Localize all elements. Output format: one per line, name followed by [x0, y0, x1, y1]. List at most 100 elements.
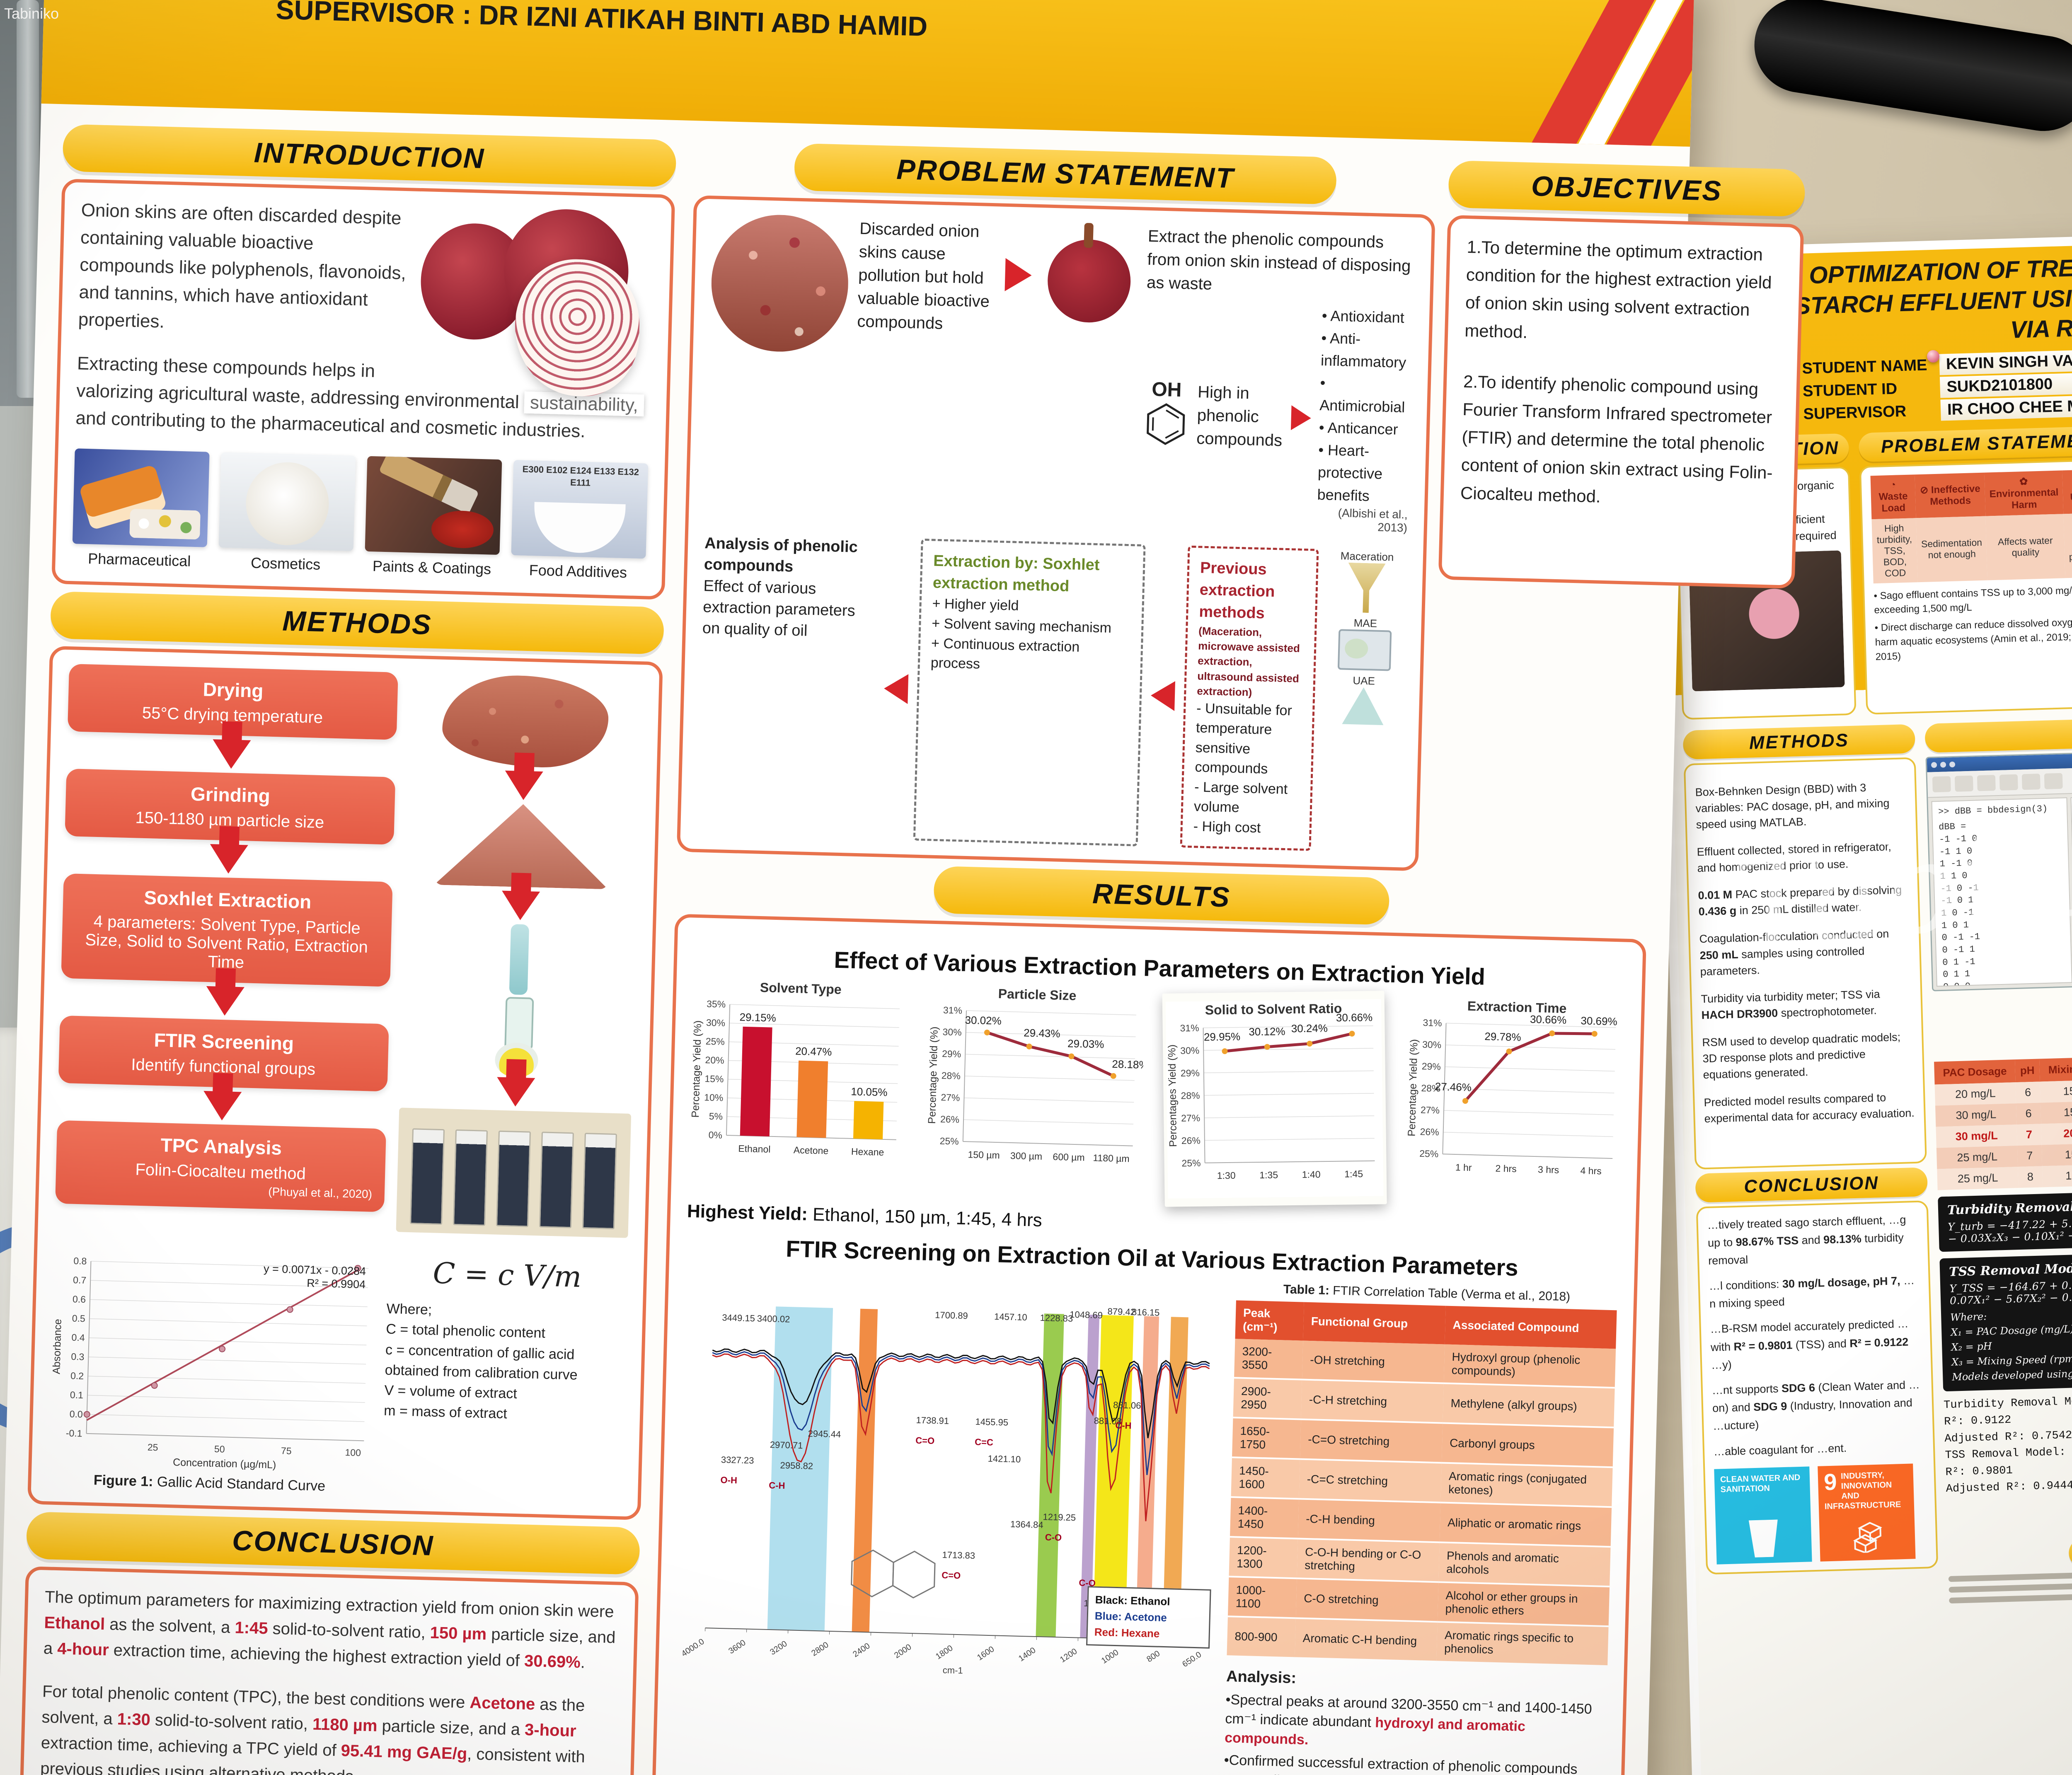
- cuvettes-image: [396, 1108, 632, 1238]
- svg-text:2800: 2800: [810, 1640, 830, 1658]
- svg-text:30.02%: 30.02%: [965, 1013, 1002, 1027]
- svg-text:1400: 1400: [1017, 1645, 1037, 1663]
- svg-text:0.6: 0.6: [73, 1294, 86, 1305]
- svg-text:25%: 25%: [1181, 1157, 1201, 1168]
- svg-text:2970.71: 2970.71: [770, 1439, 803, 1451]
- svg-text:C-H: C-H: [769, 1480, 785, 1491]
- svg-text:1600: 1600: [975, 1644, 996, 1662]
- svg-text:25%: 25%: [939, 1135, 959, 1146]
- svg-text:1:30: 1:30: [1217, 1170, 1236, 1181]
- svg-text:29.15%: 29.15%: [739, 1011, 776, 1024]
- svg-text:0.7: 0.7: [73, 1274, 87, 1286]
- cosmetics-image: [218, 452, 356, 551]
- svg-text:C=O: C=O: [915, 1435, 934, 1446]
- svg-text:30.69%: 30.69%: [1581, 1014, 1617, 1028]
- svg-text:30%: 30%: [706, 1017, 726, 1028]
- section-results: RESULTS: [933, 866, 1390, 925]
- svg-text:4000.0: 4000.0: [680, 1637, 706, 1659]
- student-name: KEVIN SINGH VANNICE: [1939, 343, 2072, 375]
- svg-text:75: 75: [281, 1445, 292, 1456]
- left-arrow: [1150, 680, 1175, 711]
- down-arrow: [206, 986, 244, 1016]
- svg-text:29.95%: 29.95%: [1204, 1030, 1241, 1043]
- paragraph: 0.01 M PAC stock prepared by dissolving …: [1698, 883, 1902, 918]
- svg-text:1 hr: 1 hr: [1455, 1162, 1472, 1173]
- svg-text:31%: 31%: [943, 1004, 963, 1016]
- paints-image: [365, 456, 502, 555]
- paragraph: …B-RSM model accurately predicted … with…: [1710, 1317, 1909, 1371]
- svg-text:Percentage Yield (%): Percentage Yield (%): [1406, 1039, 1420, 1137]
- svg-text:0.4: 0.4: [71, 1332, 85, 1343]
- svg-text:650.0: 650.0: [1181, 1650, 1203, 1669]
- svg-text:Absorbance: Absorbance: [51, 1319, 63, 1374]
- svg-text:Solid to Solvent Ratio: Solid to Solvent Ratio: [1205, 1001, 1342, 1017]
- ftir-spectrum-plot: 3449.15 3400.02 3327.23 O-H 2970.71 2958.82 29…: [675, 1267, 1224, 1689]
- svg-text:881.08: 881.08: [1094, 1415, 1122, 1427]
- list-item: Direct discharge can reduce dissolved ox…: [1874, 614, 2072, 665]
- svg-text:27%: 27%: [1421, 1104, 1440, 1115]
- list-item: Sago effluent contains TSS up to 3,000 m…: [1874, 582, 2072, 618]
- svg-text:-0.1: -0.1: [66, 1428, 82, 1439]
- list-item: Antioxidant: [1322, 305, 1413, 329]
- svg-text:35%: 35%: [707, 998, 726, 1009]
- svg-text:3 hrs: 3 hrs: [1538, 1164, 1559, 1175]
- svg-text:y = 0.0071x - 0.0284: y = 0.0071x - 0.0284: [264, 1262, 366, 1277]
- industries-row: Pharmaceutical Cosmetics Paints & Coatin…: [72, 448, 649, 582]
- poster-onion-extraction: ✚ SUKD2001486 …INA BINTI NOR HAZLAN SUPE…: [0, 0, 1694, 1775]
- conclusion-card: The optimum parameters for maximizing ex…: [18, 1566, 639, 1775]
- svg-text:0.3: 0.3: [71, 1351, 85, 1362]
- paragraph: RSM used to develop quadratic models; 3D…: [1702, 1031, 1901, 1081]
- water-glass-icon: [1749, 1519, 1779, 1557]
- svg-text:816.15: 816.15: [1132, 1307, 1160, 1318]
- svg-text:881.06: 881.06: [1113, 1400, 1141, 1411]
- problem-table: ◔ Waste Load ⊘ Ineffective Methods ✿ Env…: [1870, 469, 2072, 583]
- high-phenolic-text: High in phenolic compounds: [1196, 383, 1283, 450]
- section-problem-statement: PROBLEM STATEMENT: [794, 143, 1337, 205]
- svg-text:2945.44: 2945.44: [808, 1428, 841, 1439]
- svg-text:O-H: O-H: [720, 1475, 737, 1485]
- paragraph: The optimum parameters for maximizing ex…: [43, 1588, 616, 1672]
- bbd-matrix: -1 -1 0 -1 1 0 1 -1 0 1 1 0 -1 0 -1 -1 0…: [1939, 833, 1980, 987]
- left-arrow: [884, 673, 909, 704]
- section-objectives: OBJECTIVES: [1448, 160, 1806, 217]
- svg-text:29.03%: 29.03%: [1067, 1037, 1104, 1050]
- svg-text:C-H: C-H: [1115, 1420, 1132, 1431]
- svg-text:30.66%: 30.66%: [1336, 1011, 1373, 1024]
- svg-text:cm-1: cm-1: [943, 1665, 963, 1676]
- onion-skins-circle-image: [709, 213, 850, 353]
- svg-text:50: 50: [214, 1444, 225, 1455]
- corner-stripes: [1457, 0, 1694, 147]
- citation: (Albishi et al., 2013): [1338, 506, 1408, 534]
- svg-text:800: 800: [1145, 1649, 1162, 1664]
- svg-text:1:40: 1:40: [1302, 1169, 1321, 1180]
- paragraph: …nt supports SDG 6 (Clean Water and …on)…: [1711, 1378, 1920, 1433]
- section-references: REFERENCES: [2068, 1533, 2072, 1568]
- svg-text:C-O: C-O: [1045, 1532, 1062, 1543]
- phenol-structure: OH: [1143, 377, 1190, 451]
- svg-text:2958.82: 2958.82: [780, 1460, 813, 1471]
- section-problem-statement: PROBLEM STATEMENT: [1858, 425, 2072, 462]
- down-arrow: [203, 1091, 242, 1121]
- yield-particle-chart: Particle Size 25% 26% 27% 28% 29% 30% 31% Percen…: [925, 983, 1149, 1181]
- svg-text:26%: 26%: [940, 1114, 960, 1125]
- svg-text:100: 100: [345, 1447, 361, 1458]
- svg-text:C=O: C=O: [942, 1570, 961, 1581]
- gallic-acid-chart: -0.1 0.0 0.1 0.2 0.3 0.4 0.5 0.6 0.7 0.8 Absorbanc…: [48, 1233, 378, 1476]
- svg-text:150 µm: 150 µm: [968, 1149, 1000, 1161]
- svg-text:Particle Size: Particle Size: [998, 986, 1076, 1003]
- svg-text:0.2: 0.2: [70, 1370, 84, 1381]
- turbidity-model-box: Turbidity Removal Model: Y_turb = −417.2…: [1938, 1185, 2072, 1252]
- section-conclusion: CONCLUSION: [26, 1511, 641, 1575]
- svg-text:28%: 28%: [1421, 1083, 1440, 1094]
- svg-text:27.46%: 27.46%: [1435, 1080, 1472, 1093]
- svg-text:31%: 31%: [1180, 1022, 1199, 1033]
- svg-text:2 hrs: 2 hrs: [1495, 1163, 1517, 1174]
- svg-text:879.42: 879.42: [1107, 1306, 1135, 1317]
- method-icons: Maceration MAE UAE: [1320, 549, 1406, 853]
- svg-text:15%: 15%: [704, 1073, 724, 1084]
- down-arrow: [209, 844, 248, 874]
- model-fit-stats: Turbidity Removal Model: R²: 0.9122 Adjust…: [1944, 1393, 2072, 1498]
- pharmaceutical-image: [72, 448, 210, 547]
- svg-text:29.43%: 29.43%: [1024, 1026, 1060, 1040]
